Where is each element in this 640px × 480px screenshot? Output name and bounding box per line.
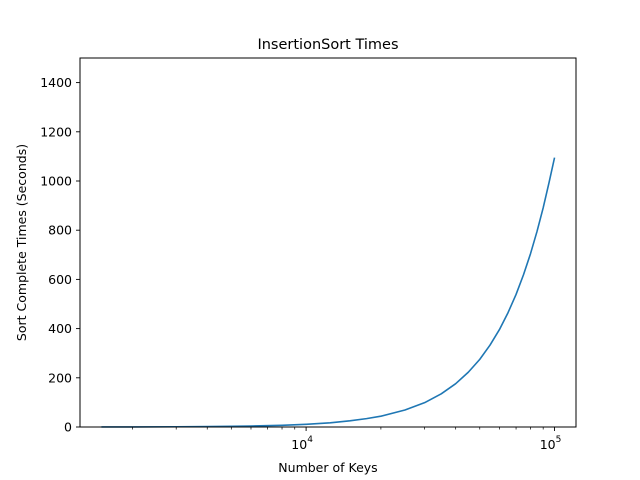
x-axis-label: Number of Keys (278, 460, 377, 475)
y-tick-label: 400 (48, 321, 72, 336)
y-tick-label: 1200 (40, 124, 72, 139)
y-tick-label: 1400 (40, 75, 72, 90)
x-tick-label: 105 (540, 435, 562, 452)
x-tick-label: 104 (291, 435, 313, 452)
y-tick-label: 200 (48, 370, 72, 385)
y-tick-label: 600 (48, 272, 72, 287)
y-tick-label: 800 (48, 223, 72, 238)
x-axis: 104 105 (132, 427, 561, 452)
y-axis-label: Sort Complete Times (Seconds) (14, 144, 29, 341)
series-line-0 (101, 157, 556, 428)
y-tick-label: 1000 (40, 174, 72, 189)
series-layer (101, 157, 556, 428)
y-axis: 0 200 400 600 800 1000 1200 1400 (40, 75, 80, 435)
y-tick-label: 0 (64, 420, 72, 435)
chart-title: InsertionSort Times (257, 37, 398, 53)
plot-frame (79, 57, 577, 428)
